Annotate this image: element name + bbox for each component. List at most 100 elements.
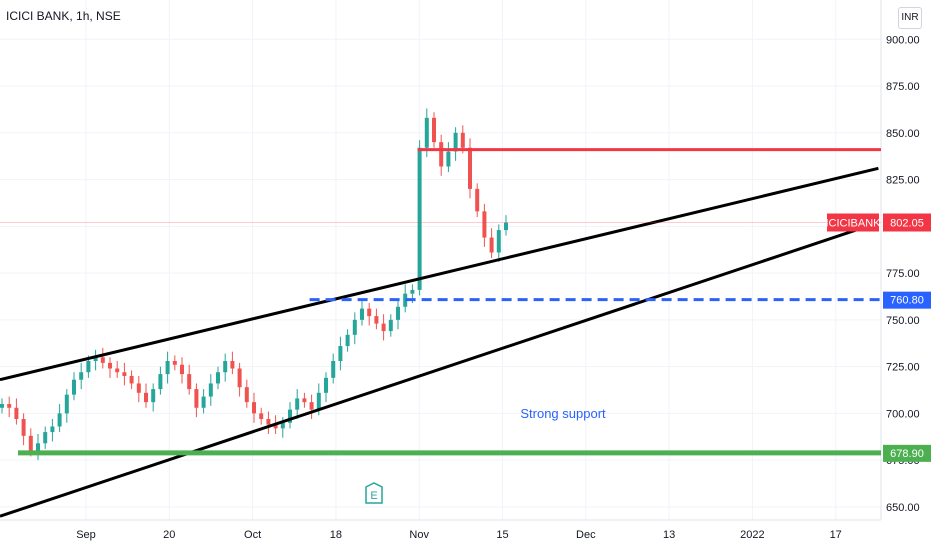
price-tick-label: 900.00	[886, 34, 920, 46]
symbol-tag	[827, 213, 879, 232]
candle-body	[144, 392, 148, 403]
price-tick-label: 775.00	[886, 268, 920, 280]
chart-grid	[0, 0, 882, 521]
candle-body	[288, 409, 292, 423]
candle-body	[403, 293, 408, 307]
time-tick-label: 20	[163, 529, 175, 541]
candle-body	[14, 407, 19, 419]
earnings-marker-label: E	[370, 490, 377, 502]
candle-body	[208, 383, 213, 397]
price-axis[interactable]: 900.00875.00850.00825.00800.00775.00750.…	[886, 34, 920, 514]
candle-body	[72, 379, 76, 395]
currency-button[interactable]: INR	[898, 7, 922, 29]
candle-body	[21, 418, 26, 436]
price-tick-label: 700.00	[886, 408, 920, 420]
channel-upper-line	[0, 166, 879, 382]
candle-body	[345, 334, 350, 347]
candle-body	[43, 432, 48, 444]
candle-body	[194, 389, 199, 408]
support-price-label: 678.90	[890, 448, 924, 460]
time-tick-label: Nov	[409, 529, 429, 541]
candle-body	[0, 404, 4, 408]
candle-body	[396, 306, 400, 320]
strong-support-annotation: Strong support	[520, 406, 606, 421]
candle-body	[223, 361, 228, 373]
candle-body	[266, 418, 271, 425]
candle-body	[158, 374, 163, 390]
candle-body	[57, 413, 62, 427]
price-tick-label: 825.00	[886, 175, 920, 187]
candle-body	[129, 375, 134, 384]
candle-body	[122, 372, 127, 376]
candle-body	[482, 211, 487, 238]
time-tick-label: 18	[330, 529, 342, 541]
chart-title: ICICI BANK, 1h, NSE	[6, 9, 121, 23]
candle-body	[439, 142, 444, 167]
candle-body	[151, 389, 156, 403]
candle-body	[93, 357, 98, 362]
candle-body	[360, 308, 364, 320]
support-price-tag	[883, 444, 931, 462]
time-axis[interactable]: Sep 20 Oct 18 Nov 15 Dec 13 2022 17	[76, 529, 842, 541]
candle-body	[180, 364, 184, 375]
candle-body	[331, 361, 336, 378]
candle-body	[424, 117, 429, 148]
candle-body	[136, 383, 141, 393]
price-candles	[0, 108, 508, 461]
candle-body	[504, 222, 508, 231]
candle-body	[7, 404, 12, 408]
price-tick-label: 725.00	[886, 362, 920, 374]
candle-body	[410, 289, 415, 294]
candle-body	[338, 346, 343, 362]
candle-body	[216, 372, 220, 384]
price-tick-label: 875.00	[886, 81, 920, 93]
candle-body	[79, 372, 84, 380]
time-tick-label: 13	[663, 529, 675, 541]
candle-body	[165, 361, 170, 375]
time-tick-label: Oct	[244, 529, 261, 541]
candle-body	[381, 323, 386, 332]
time-tick-label: 15	[496, 529, 508, 541]
price-tick-label: 850.00	[886, 128, 920, 140]
candle-body	[230, 361, 235, 369]
candle-body	[50, 426, 55, 433]
candle-body	[496, 230, 501, 253]
drawings	[0, 148, 881, 518]
candle-body	[259, 413, 264, 419]
candle-body	[86, 361, 91, 373]
candle-body	[172, 361, 177, 365]
candle-body	[489, 237, 494, 253]
candle-body	[64, 394, 69, 414]
candle-body	[475, 188, 480, 212]
candle-body	[309, 402, 314, 410]
candle-body	[252, 402, 256, 414]
price-labels: 760.80 678.90 ICICIBANK 802.05 Strong suppor…	[365, 213, 931, 504]
candle-body	[295, 398, 300, 410]
symbol-label: ICICIBANK	[825, 217, 881, 229]
candle-body	[237, 368, 242, 388]
price-tick-label: 750.00	[886, 315, 920, 327]
price-tick-label: 650.00	[886, 502, 920, 514]
candle-body	[446, 151, 451, 167]
breakout-price-tag	[883, 291, 931, 309]
time-tick-label: Dec	[576, 529, 596, 541]
candle-body	[108, 362, 112, 369]
candle-body	[244, 387, 249, 403]
candle-body	[352, 319, 357, 335]
time-tick-label: Sep	[76, 529, 96, 541]
last-price-tag	[883, 213, 931, 232]
candle-body	[324, 377, 328, 393]
candle-body	[460, 132, 465, 148]
candle-body	[273, 424, 278, 429]
candle-body	[316, 392, 321, 410]
candle-body	[432, 117, 436, 143]
last-price-label: 802.05	[890, 217, 924, 229]
candle-body	[28, 435, 33, 451]
candle-body	[115, 368, 120, 373]
candle-body	[36, 443, 40, 451]
candle-body	[280, 422, 285, 429]
time-tick-label: 17	[830, 529, 842, 541]
candle-body	[417, 147, 422, 290]
candle-body	[187, 374, 192, 390]
